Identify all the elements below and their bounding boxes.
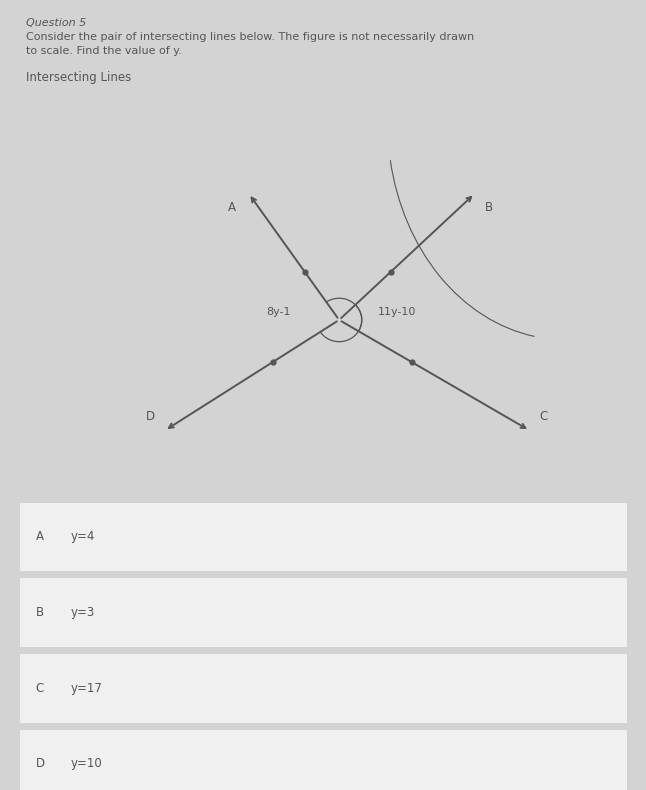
Text: D: D xyxy=(146,410,155,423)
Text: B: B xyxy=(484,201,493,214)
Text: C: C xyxy=(36,682,44,694)
Text: D: D xyxy=(36,758,45,770)
Text: Consider the pair of intersecting lines below. The figure is not necessarily dra: Consider the pair of intersecting lines … xyxy=(26,32,474,42)
FancyBboxPatch shape xyxy=(19,653,627,723)
Text: Question 5: Question 5 xyxy=(26,18,86,28)
Text: 8y-1: 8y-1 xyxy=(266,307,291,317)
Text: A: A xyxy=(228,201,236,214)
FancyBboxPatch shape xyxy=(19,502,627,571)
Text: A: A xyxy=(36,530,43,543)
Text: y=4: y=4 xyxy=(71,530,96,543)
Text: y=17: y=17 xyxy=(71,682,103,694)
Text: C: C xyxy=(539,410,548,423)
FancyBboxPatch shape xyxy=(19,729,627,790)
Text: 11y-10: 11y-10 xyxy=(378,307,416,317)
FancyBboxPatch shape xyxy=(19,577,627,647)
Text: y=3: y=3 xyxy=(71,606,96,619)
Text: B: B xyxy=(36,606,44,619)
Text: to scale. Find the value of y.: to scale. Find the value of y. xyxy=(26,46,182,56)
Text: Intersecting Lines: Intersecting Lines xyxy=(26,71,131,84)
Text: y=10: y=10 xyxy=(71,758,103,770)
